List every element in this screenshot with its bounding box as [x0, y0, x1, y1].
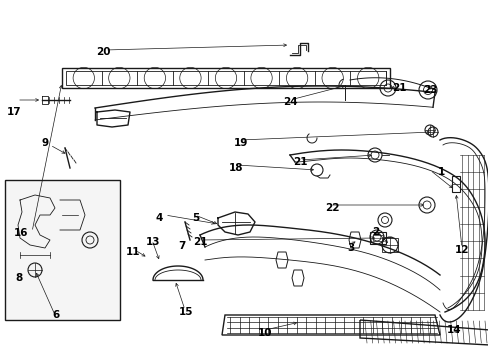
Text: 15: 15 [179, 307, 193, 317]
Text: 7: 7 [178, 241, 185, 251]
Text: 1: 1 [437, 167, 445, 177]
Text: 21: 21 [193, 237, 207, 247]
Text: 19: 19 [234, 138, 248, 148]
Text: 4: 4 [156, 213, 163, 223]
Text: 17: 17 [7, 107, 21, 117]
Text: 21: 21 [391, 83, 406, 93]
Text: 10: 10 [258, 328, 272, 338]
Bar [372, 235, 382, 241]
Bar [66, 71, 385, 85]
Text: 22: 22 [325, 203, 339, 213]
Text: 2: 2 [371, 227, 379, 237]
Text: 11: 11 [126, 247, 140, 257]
Text: 12: 12 [454, 245, 468, 255]
Text: 20: 20 [96, 47, 110, 57]
Bar [381, 238, 397, 252]
Text: 5: 5 [192, 213, 199, 223]
Text: 6: 6 [52, 310, 59, 320]
Text: 14: 14 [446, 325, 461, 335]
Bar [451, 176, 459, 192]
Text: 18: 18 [228, 163, 243, 173]
Text: 23: 23 [422, 85, 437, 95]
Text: 9: 9 [42, 138, 49, 148]
Text: 3: 3 [346, 243, 353, 253]
Bar [62, 68, 389, 88]
Text: 8: 8 [15, 273, 22, 283]
Bar [369, 232, 385, 244]
Text: 24: 24 [283, 97, 297, 107]
Bar [5, 180, 120, 320]
Text: 21: 21 [292, 157, 307, 167]
Text: 16: 16 [14, 228, 28, 238]
Text: 13: 13 [146, 237, 160, 247]
